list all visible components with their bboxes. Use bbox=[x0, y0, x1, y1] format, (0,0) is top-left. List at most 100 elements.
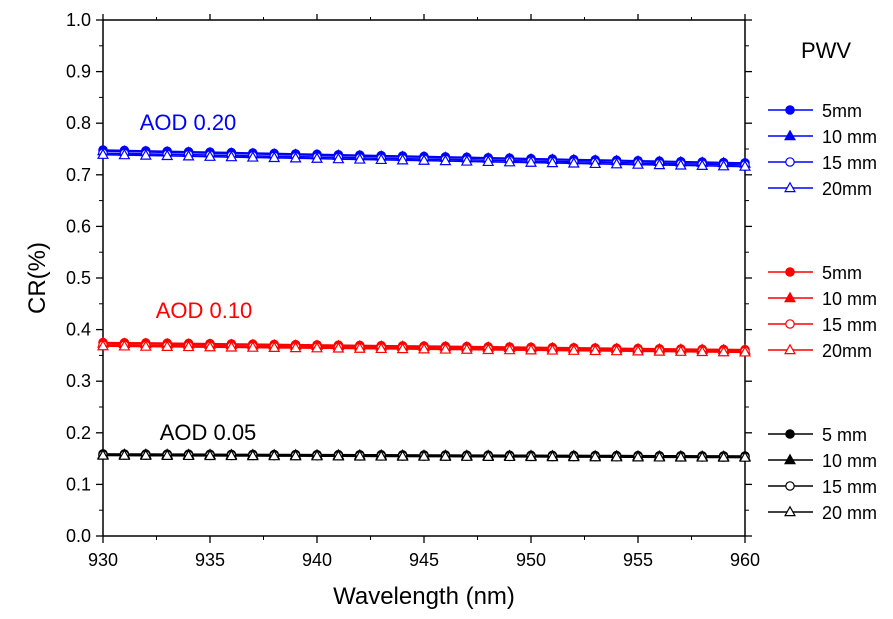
x-tick-label: 945 bbox=[409, 550, 439, 570]
data-point bbox=[118, 148, 131, 160]
data-point bbox=[139, 149, 152, 160]
data-point bbox=[139, 449, 152, 460]
legend-label: 10 mm bbox=[822, 451, 877, 471]
data-point bbox=[246, 449, 259, 461]
legend-marker bbox=[785, 319, 795, 329]
data-point bbox=[525, 450, 537, 462]
data-point bbox=[161, 449, 174, 460]
data-point bbox=[632, 158, 644, 169]
data-point bbox=[546, 344, 559, 355]
x-tick-label: 940 bbox=[302, 550, 332, 570]
data-point bbox=[717, 451, 730, 462]
data-point bbox=[567, 450, 580, 462]
data-point bbox=[460, 154, 473, 166]
legend-label: 15 mm bbox=[822, 477, 877, 497]
data-point bbox=[97, 449, 109, 460]
data-point bbox=[674, 158, 687, 170]
data-point bbox=[332, 341, 345, 353]
data-point bbox=[311, 449, 323, 461]
x-tick-label: 950 bbox=[516, 550, 546, 570]
data-point bbox=[439, 342, 452, 354]
data-point bbox=[546, 156, 559, 168]
data-point bbox=[653, 450, 666, 462]
group-label: AOD 0.05 bbox=[160, 420, 257, 445]
legend-marker bbox=[784, 453, 796, 465]
data-point bbox=[225, 449, 238, 461]
y-tick-label: 0.8 bbox=[66, 113, 91, 133]
data-point bbox=[632, 450, 644, 462]
data-point bbox=[418, 154, 430, 165]
y-tick-label: 0.9 bbox=[66, 62, 91, 82]
ticks: 930 935 940 945 950 955 960 0.0 0.1 0.2 0.3 0.4 0.5 0… bbox=[66, 10, 760, 570]
data-point bbox=[503, 450, 516, 462]
data-point bbox=[246, 341, 259, 352]
data-point bbox=[460, 450, 473, 461]
y-tick-label: 0.5 bbox=[66, 268, 91, 288]
group-label: AOD 0.10 bbox=[156, 298, 253, 323]
data-point bbox=[653, 158, 666, 170]
x-tick-label: 930 bbox=[88, 550, 118, 570]
data-point bbox=[674, 345, 687, 356]
data-point bbox=[204, 150, 216, 161]
legend-marker bbox=[785, 105, 795, 115]
data-point bbox=[289, 341, 302, 353]
data-point bbox=[353, 152, 366, 164]
legend-marker bbox=[784, 343, 796, 355]
data-point bbox=[225, 150, 238, 162]
legend-marker bbox=[785, 429, 795, 439]
data-point bbox=[460, 343, 473, 354]
x-tick-label: 955 bbox=[623, 550, 653, 570]
data-point bbox=[546, 450, 559, 462]
data-point bbox=[332, 152, 345, 164]
y-tick-label: 0.7 bbox=[66, 165, 91, 185]
legend-label: 5mm bbox=[822, 101, 862, 121]
x-axis-label: Wavelength (nm) bbox=[333, 583, 515, 610]
data-point bbox=[268, 449, 281, 461]
data-point bbox=[353, 449, 366, 461]
data-point bbox=[311, 152, 323, 163]
legend: 5mm 10 mm 15 mm 20mm 5mm 10 mm 15 mm 20mm 5 mm 10… bbox=[768, 101, 877, 523]
data-point bbox=[589, 344, 602, 356]
data-point bbox=[525, 156, 537, 167]
data-point bbox=[182, 449, 195, 461]
data-point bbox=[653, 345, 666, 356]
data-point bbox=[482, 450, 495, 461]
data-point bbox=[439, 450, 452, 461]
group-label: AOD 0.20 bbox=[140, 110, 237, 135]
data-point bbox=[396, 450, 409, 461]
data-point bbox=[204, 449, 216, 461]
data-point bbox=[375, 153, 388, 165]
legend-label: 10 mm bbox=[822, 127, 877, 147]
legend-label: 5mm bbox=[822, 263, 862, 283]
legend-marker bbox=[784, 181, 796, 193]
y-axis-label: CR(%) bbox=[24, 242, 51, 314]
data-point bbox=[589, 157, 602, 169]
x-tick-label: 935 bbox=[195, 550, 225, 570]
legend-label: 20 mm bbox=[822, 503, 877, 523]
data-point bbox=[396, 342, 409, 354]
y-tick-label: 0.4 bbox=[66, 320, 91, 340]
data-point bbox=[739, 451, 751, 462]
data-point bbox=[97, 339, 109, 351]
data-point bbox=[482, 155, 495, 167]
legend-marker bbox=[784, 505, 796, 517]
x-tick-label: 960 bbox=[730, 550, 760, 570]
y-tick-label: 0.3 bbox=[66, 371, 91, 391]
data-point bbox=[97, 148, 109, 159]
data-point bbox=[161, 340, 174, 351]
data-point bbox=[567, 156, 580, 168]
data-point bbox=[182, 149, 195, 161]
data-point bbox=[225, 340, 238, 352]
legend-marker bbox=[785, 157, 795, 167]
legend-label: 15 mm bbox=[822, 315, 877, 335]
y-tick-label: 0.6 bbox=[66, 216, 91, 236]
data-point bbox=[268, 151, 281, 163]
data-point bbox=[696, 345, 709, 357]
legend-label: 5 mm bbox=[822, 425, 867, 445]
data-point bbox=[739, 160, 751, 171]
data-point bbox=[589, 450, 602, 462]
data-point bbox=[418, 450, 430, 461]
data-point bbox=[418, 342, 430, 354]
y-tick-label: 0.0 bbox=[66, 526, 91, 546]
